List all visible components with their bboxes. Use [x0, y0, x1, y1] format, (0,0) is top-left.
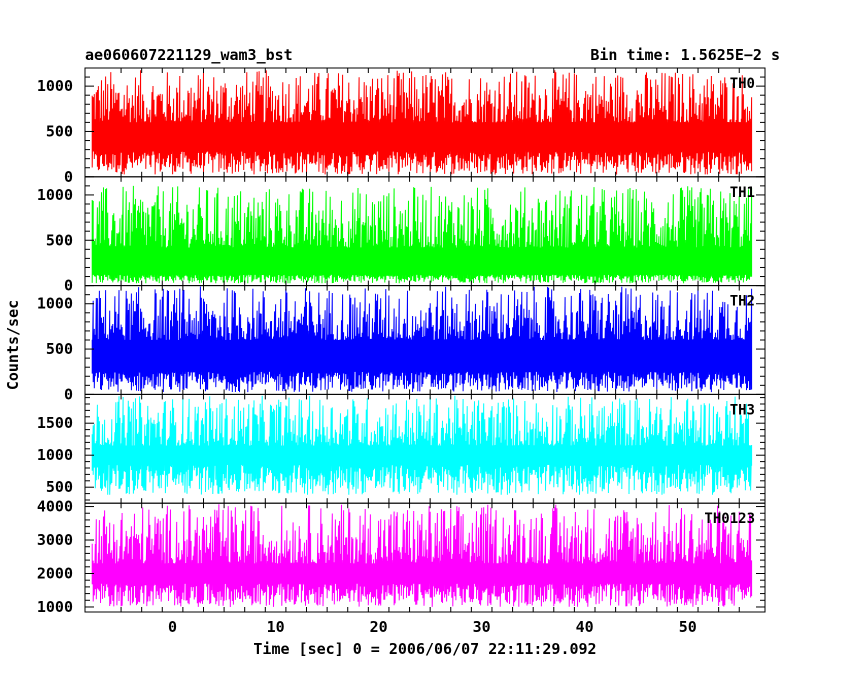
y-tick-label: 1000 [37, 295, 73, 313]
series-trace-th2 [91, 286, 753, 393]
y-tick-label: 0 [64, 168, 73, 186]
panel-th0: 0 500 1000 TH0 [37, 67, 766, 186]
y-tick-label: 2000 [37, 565, 73, 583]
series-trace-th3 [91, 395, 753, 495]
panel-th1: 0 500 1000 TH1 [37, 176, 766, 295]
x-tick-label: 0 [168, 618, 177, 636]
y-tick-label: 1500 [37, 414, 73, 432]
y-tick-label: 0 [64, 277, 73, 295]
y-tick-label: 500 [46, 122, 73, 140]
y-tick-label: 500 [46, 478, 73, 496]
y-tick-label: 1000 [37, 77, 73, 95]
y-tick-label: 500 [46, 340, 73, 358]
y-tick-label: 0 [64, 385, 73, 403]
panel-th3: 500 1000 1500 TH3 [37, 393, 766, 504]
x-tick-label: 50 [679, 618, 697, 636]
x-tick-label: 20 [370, 618, 388, 636]
y-tick-label: 3000 [37, 531, 73, 549]
chart-title: ae060607221129_wam3_bst [85, 46, 293, 64]
y-axis-label: Counts/sec [4, 300, 22, 390]
y-tick-label: 1000 [37, 446, 73, 464]
y-tick-label: 500 [46, 231, 73, 249]
panel-label-th1: TH1 [730, 185, 755, 201]
x-axis-label: Time [sec] 0 = 2006/06/07 22:11:29.092 [253, 640, 596, 658]
panel-label-th2: TH2 [730, 294, 755, 310]
panel-label-th3: TH3 [730, 402, 755, 418]
panel-frame [84, 502, 766, 613]
panel-label-th0123: TH0123 [704, 511, 755, 527]
y-tick-label: 1000 [37, 186, 73, 204]
panel-label-th0: TH0 [730, 76, 755, 92]
series-trace-th1 [91, 185, 753, 284]
panel-th2: 0 500 1000 TH2 [37, 285, 766, 403]
y-tick-label: 1000 [37, 598, 73, 616]
series-trace-th0 [91, 70, 753, 175]
bin-time-label: Bin time: 1.5625E−2 s [590, 46, 780, 64]
series-trace-th0123 [91, 504, 753, 608]
panel-th0123: 1000 2000 3000 4000 TH0123 [37, 498, 766, 616]
x-tick-label: 10 [267, 618, 285, 636]
x-tick-label: 40 [576, 618, 594, 636]
y-tick-label: 4000 [37, 498, 73, 516]
x-tick-label: 30 [473, 618, 491, 636]
